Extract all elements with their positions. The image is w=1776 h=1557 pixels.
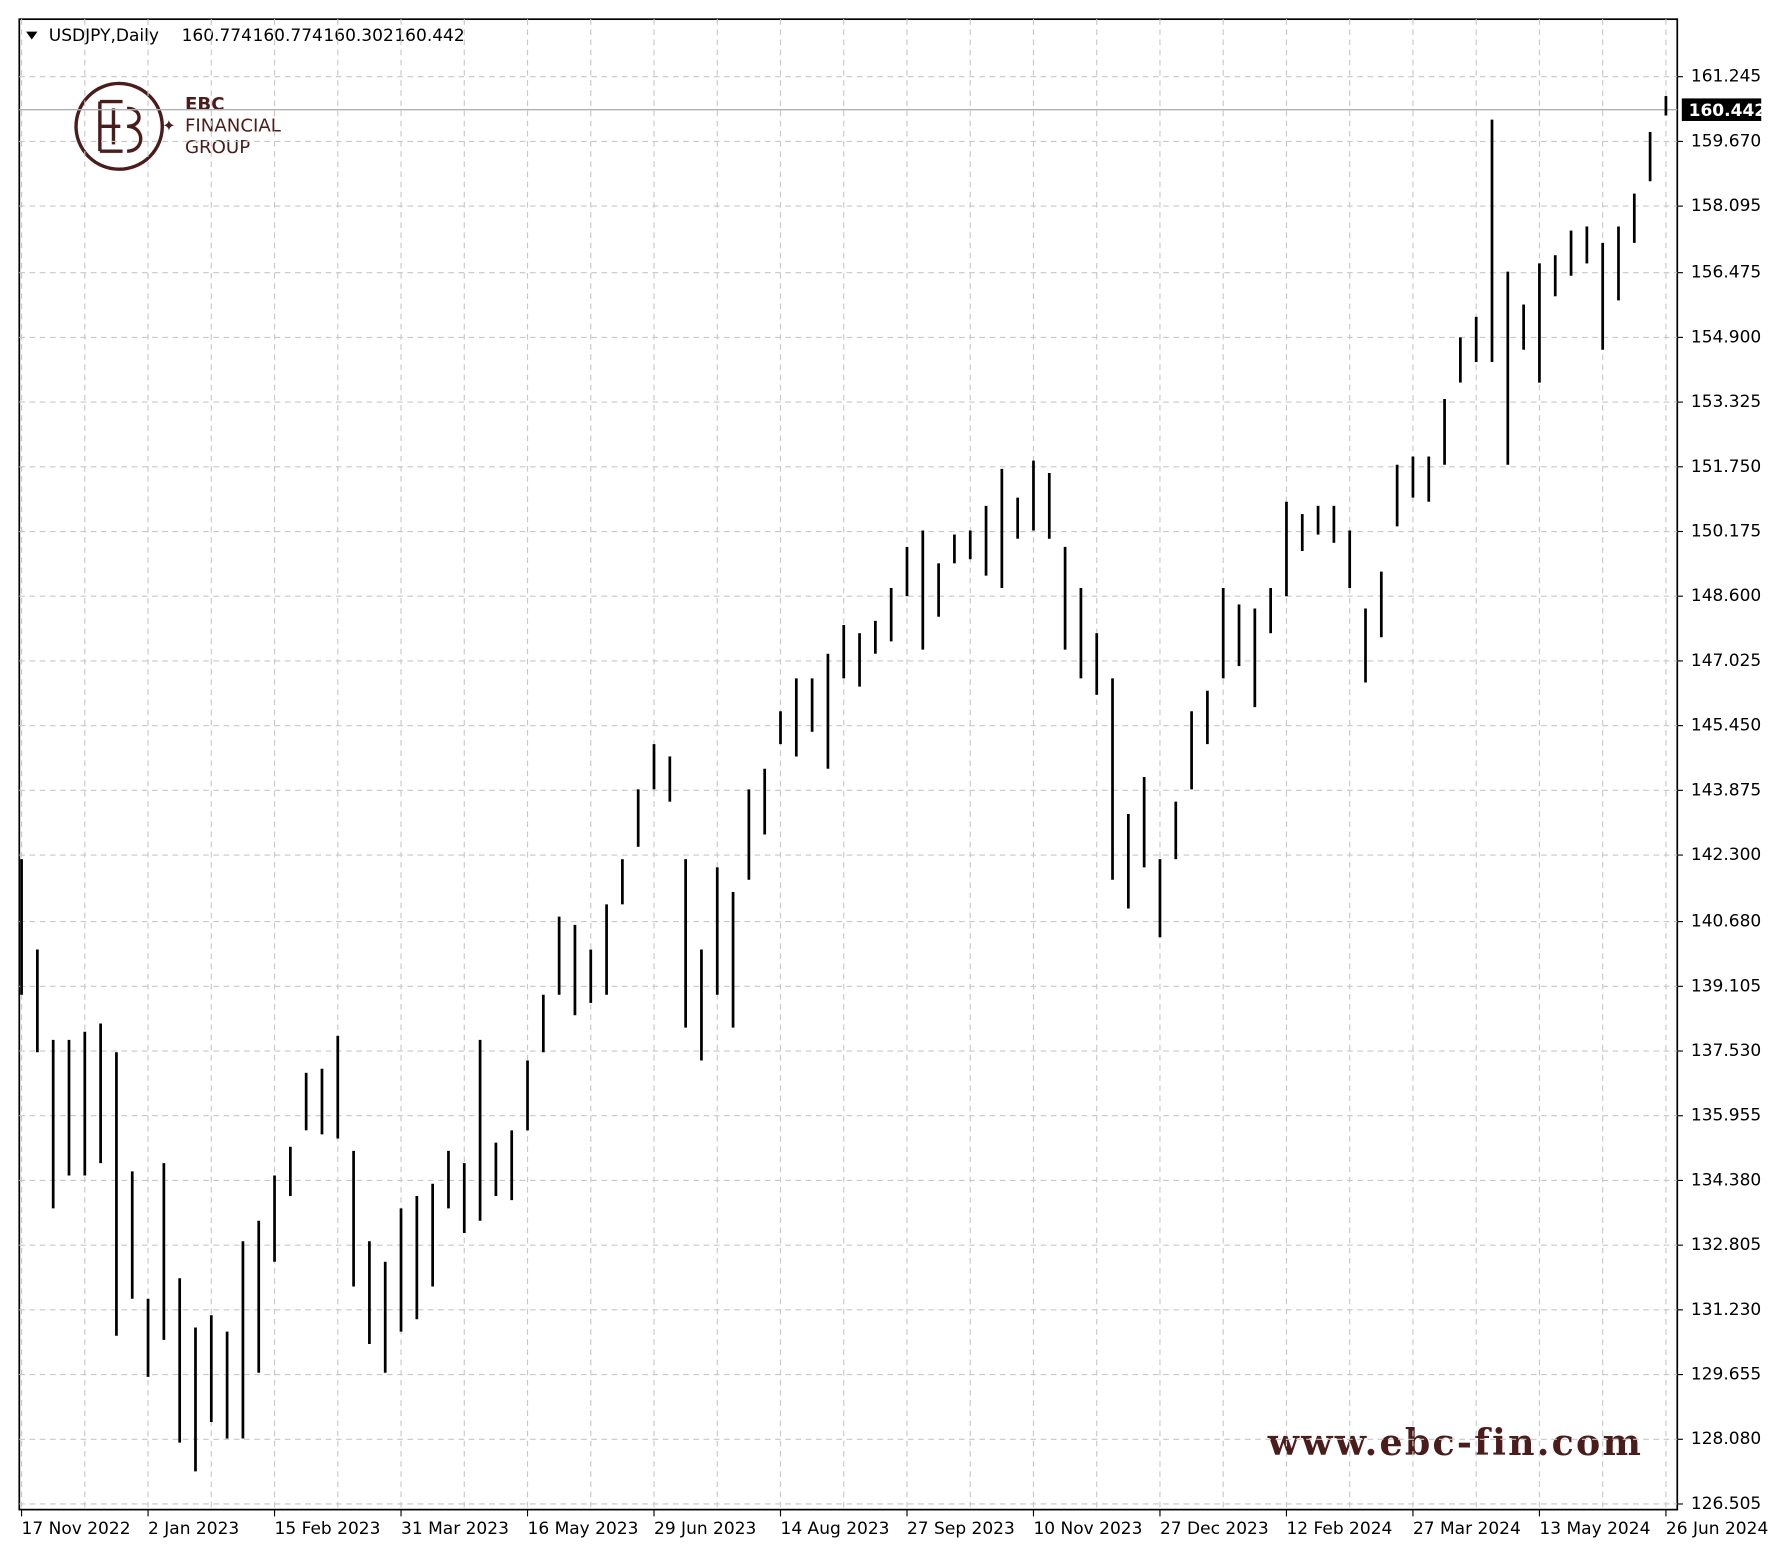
y-tick-label: 151.750 xyxy=(1691,457,1761,477)
y-tick-label: 137.530 xyxy=(1691,1041,1761,1061)
y-tick-label: 126.505 xyxy=(1691,1494,1761,1514)
x-tick-label: 27 Dec 2023 xyxy=(1160,1519,1269,1539)
logo-glyph xyxy=(98,99,143,153)
x-tick-label: 29 Jun 2023 xyxy=(654,1519,756,1539)
header-values: 160.774 160.774 160.302 160.442 xyxy=(182,26,465,46)
header-value: 160.774 xyxy=(252,26,322,46)
y-tick-label: 143.875 xyxy=(1691,780,1761,800)
logo-star: ✦ xyxy=(162,116,175,135)
y-tick-label: 156.475 xyxy=(1691,263,1761,283)
logo-text: EBC xyxy=(185,94,225,115)
y-tick-label: 153.325 xyxy=(1691,392,1761,412)
x-tick-label: 12 Feb 2024 xyxy=(1286,1519,1392,1539)
y-tick-label: 134.380 xyxy=(1691,1170,1761,1190)
symbol-title: USDJPY,Daily xyxy=(49,26,159,46)
x-tick-label: 13 May 2024 xyxy=(1539,1519,1650,1539)
y-tick-label: 139.105 xyxy=(1691,976,1761,996)
logo-text: FINANCIAL xyxy=(185,115,281,136)
x-tick-label: 14 Aug 2023 xyxy=(780,1519,889,1539)
logo: ✦ EBC FINANCIAL GROUP xyxy=(74,81,281,171)
y-tick-label: 161.245 xyxy=(1691,67,1761,87)
y-tick-label: 132.805 xyxy=(1691,1235,1761,1255)
y-tick-label: 147.025 xyxy=(1691,651,1761,671)
y-tick-label: 158.095 xyxy=(1691,196,1761,216)
last-price-label: 160.442 xyxy=(1689,101,1767,121)
y-tick-label: 131.230 xyxy=(1691,1300,1761,1320)
x-tick-label: 16 May 2023 xyxy=(528,1519,639,1539)
watermark: www.ebc-fin.com xyxy=(1267,1421,1644,1464)
y-tick-label: 142.300 xyxy=(1691,845,1761,865)
y-tick-label: 128.080 xyxy=(1691,1429,1761,1449)
x-tick-label: 17 Nov 2022 xyxy=(22,1519,131,1539)
header-value: 160.302 xyxy=(323,26,393,46)
y-tick-label: 159.670 xyxy=(1691,131,1761,151)
logo-ring xyxy=(74,81,164,171)
x-tick-label: 10 Nov 2023 xyxy=(1033,1519,1142,1539)
y-tick-label: 150.175 xyxy=(1691,522,1761,542)
y-tick-label: 148.600 xyxy=(1691,586,1761,606)
x-tick-label: 27 Mar 2024 xyxy=(1413,1519,1521,1539)
last-price-box xyxy=(1681,98,1762,121)
x-tick-label: 26 Jun 2024 xyxy=(1666,1519,1768,1539)
y-tick-label: 129.655 xyxy=(1691,1365,1761,1385)
plot-frame xyxy=(18,18,1679,1511)
header-value: 160.774 xyxy=(182,26,252,46)
x-tick-label: 2 Jan 2023 xyxy=(148,1519,239,1539)
x-tick-label: 15 Feb 2023 xyxy=(275,1519,381,1539)
header-value: 160.442 xyxy=(394,26,464,46)
y-tick-label: 154.900 xyxy=(1691,327,1761,347)
y-tick-label: 135.955 xyxy=(1691,1106,1761,1126)
x-tick-label: 31 Mar 2023 xyxy=(401,1519,509,1539)
y-tick-label: 140.680 xyxy=(1691,912,1761,932)
logo-text: GROUP xyxy=(185,137,250,158)
y-tick-label: 145.450 xyxy=(1691,716,1761,736)
x-tick-label: 27 Sep 2023 xyxy=(907,1519,1015,1539)
menu-arrow[interactable] xyxy=(26,31,38,40)
